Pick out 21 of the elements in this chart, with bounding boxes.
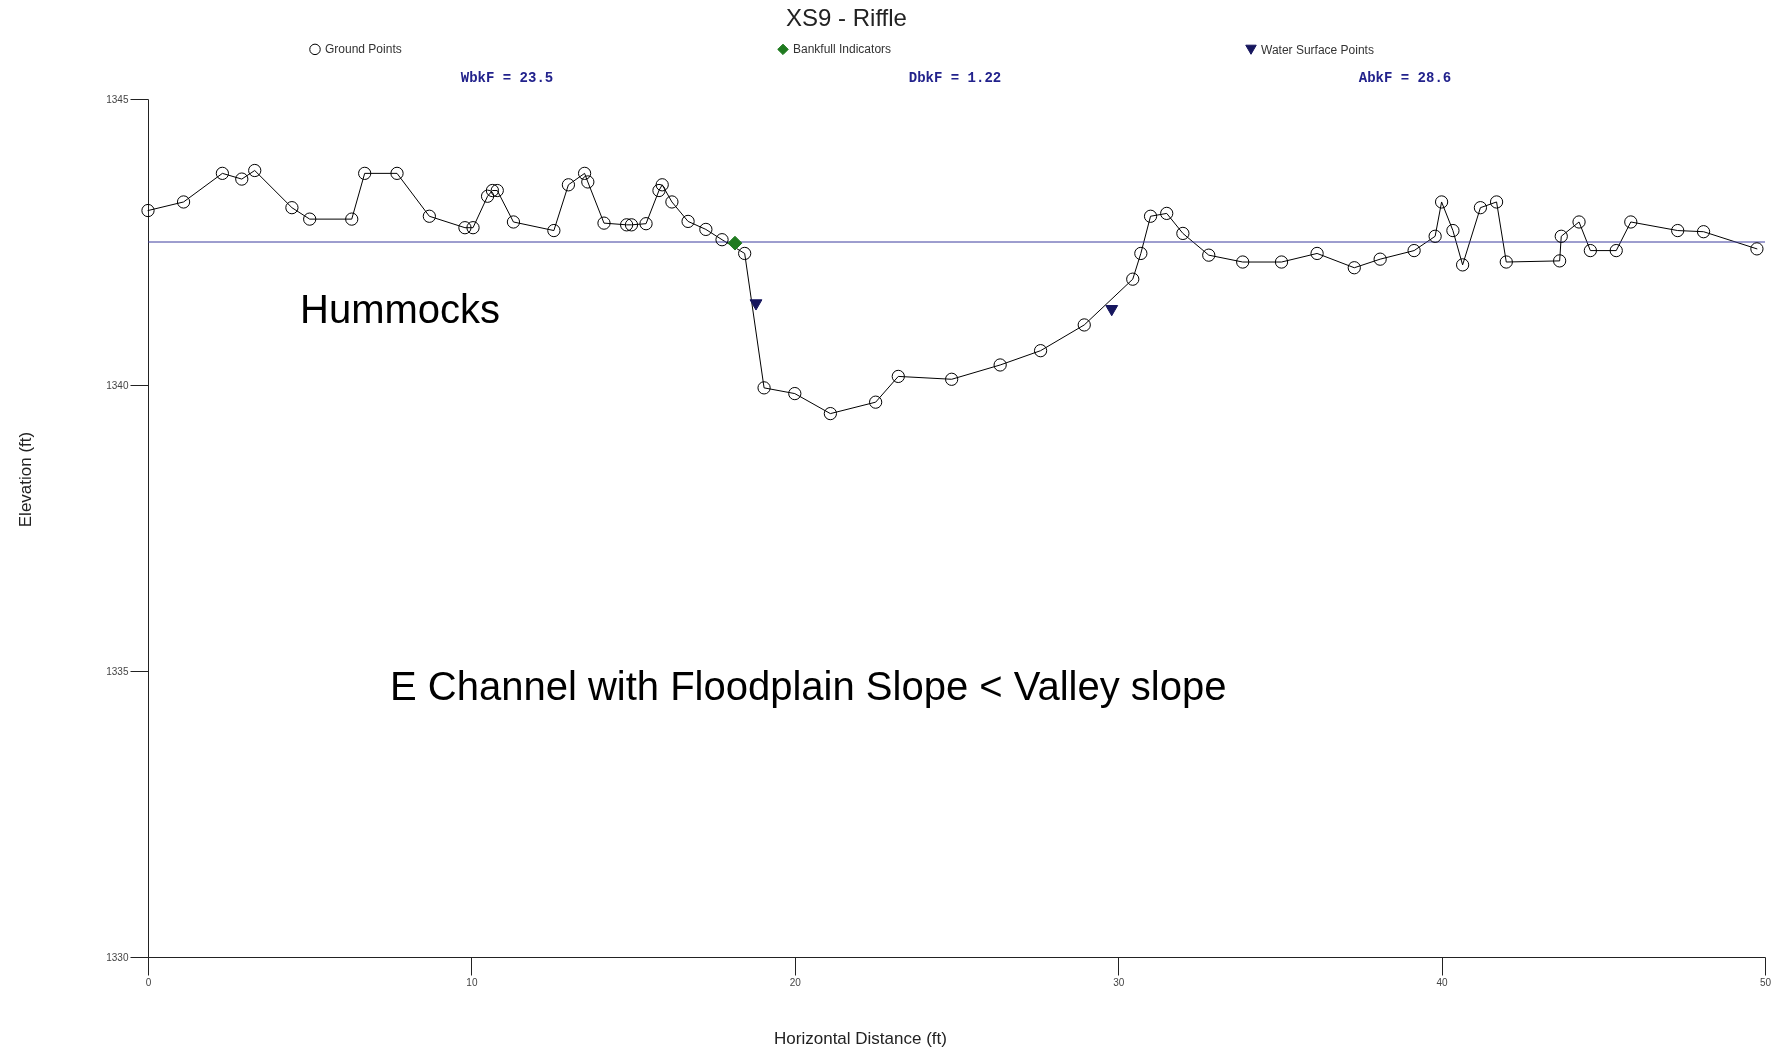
x-tick-label: 0 xyxy=(145,976,152,988)
legend-label: Ground Points xyxy=(325,42,402,57)
text: AbkF = 28.6 xyxy=(1358,70,1452,86)
x-tick-label: 30 xyxy=(1113,976,1125,988)
legend-label: Water Surface Points xyxy=(1261,42,1374,57)
x-tick-label: 10 xyxy=(466,976,478,988)
x-tick-label: 50 xyxy=(1759,976,1772,988)
y-tick-label: 1340 xyxy=(106,379,129,391)
chart-title: XS9 - Riffle xyxy=(786,4,907,31)
y-tick-label: 1330 xyxy=(106,951,129,963)
text: DbkF = 1.22 xyxy=(908,70,1002,86)
y-axis-title: Elevation (ft) xyxy=(15,431,35,528)
x-tick-label: 20 xyxy=(789,976,802,988)
y-tick-label: 1345 xyxy=(106,93,129,105)
x-axis-title: Horizontal Distance (ft) xyxy=(774,1028,947,1048)
annotation: E Channel with Floodplain Slope < Valley slope xyxy=(390,664,1227,708)
x-tick-label: 40 xyxy=(1436,976,1449,988)
y-tick-label: 1335 xyxy=(106,665,129,677)
legend-label: Bankfull Indicators xyxy=(793,42,892,57)
text: WbkF = 23.5 xyxy=(460,70,554,86)
annotation: Hummocks xyxy=(300,287,501,331)
